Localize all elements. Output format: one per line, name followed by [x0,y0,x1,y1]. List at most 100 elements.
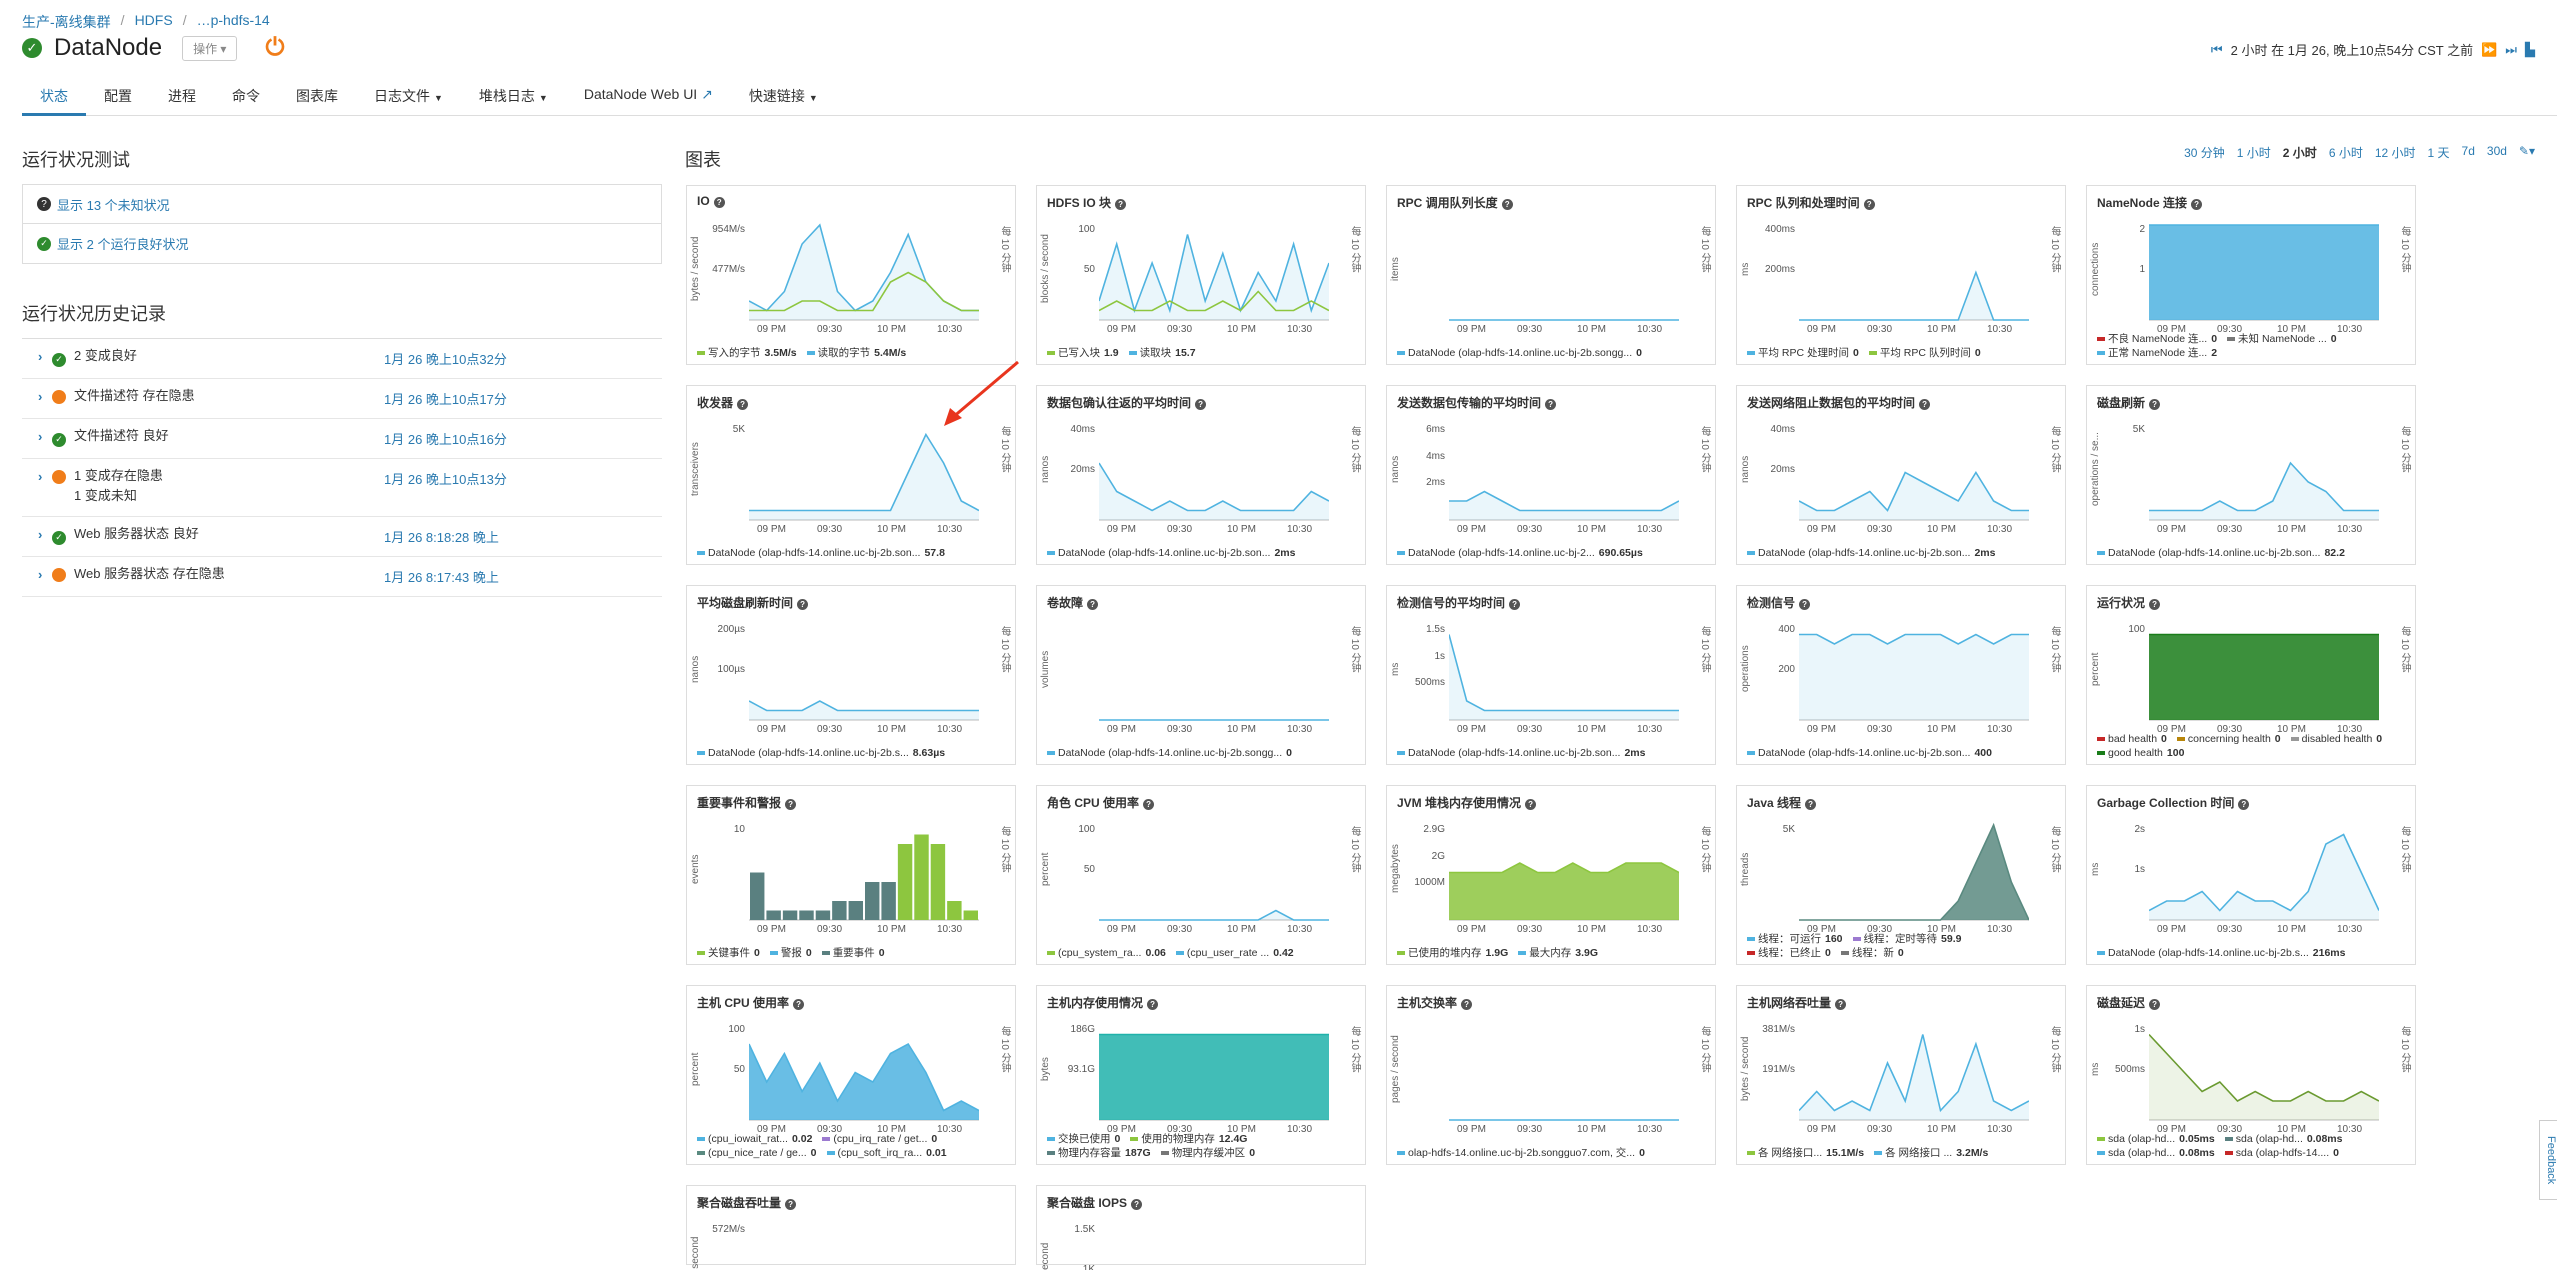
legend-item[interactable]: concerning health 0 [2176,732,2281,746]
legend-item[interactable]: 交换已使用 0 [1047,1132,1120,1146]
chart-card[interactable]: 收发器? transceivers 每 10 分钟 5K 09 PM 09:30 10 PM… [686,385,1016,565]
legend-item[interactable]: DataNode (olap-hdfs-14.online.uc-bj-2b.s… [1047,546,1295,560]
legend-item[interactable]: DataNode (olap-hdfs-14.online.uc-bj-2b.s… [1747,746,1992,760]
legend-item[interactable]: 读取的字节 5.4M/s [806,346,906,360]
legend-item[interactable]: sda (olap-hd... 0.05ms [2097,1132,2215,1146]
legend-item[interactable]: 重要事件 0 [821,946,885,960]
help-icon[interactable]: ? [2149,999,2161,1010]
legend-item[interactable]: 各 网络接口 ... 3.2M/s [1874,1146,1988,1160]
tab-config[interactable]: 配置 [104,88,132,104]
expand-chevron-icon[interactable]: › [38,349,43,364]
help-icon[interactable]: ? [1525,799,1537,810]
history-row[interactable]: › 文件描述符 存在隐患 1月 26 晚上10点17分 [22,379,662,419]
history-row[interactable]: › ✓ 2 变成良好 1月 26 晚上10点32分 [22,339,662,379]
legend-item[interactable]: 线程：定时等待 59.9 [1852,932,1961,946]
legend-item[interactable]: (cpu_iowait_rat... 0.02 [697,1132,812,1146]
tab-processes[interactable]: 进程 [168,88,196,104]
range-option[interactable]: 1 天 [2427,146,2450,160]
feedback-tab[interactable]: Feedback [2539,1120,2557,1200]
legend-item[interactable]: 物理内存容量 187G [1047,1146,1151,1160]
range-option[interactable]: 30d [2486,144,2507,158]
chart-card[interactable]: 重要事件和警报? events 每 10 分钟 10 09 PM 09:30 10 PM 10… [686,785,1016,965]
legend-item[interactable]: olap-hdfs-14.online.uc-bj-2b.songguo7.co… [1397,1146,1645,1160]
help-icon[interactable]: ? [793,999,805,1010]
chart-card[interactable]: JVM 堆栈内存使用情况? megabytes 每 10 分钟 2.9G 2G 1000M… [1386,785,1716,965]
legend-item[interactable]: DataNode (olap-hdfs-14.online.uc-bj-2b.s… [1397,346,1642,360]
chart-card[interactable]: 检测信号的平均时间? ms 每 10 分钟 1.5s 1s 500ms 09 PM 09:30… [1386,585,1716,765]
help-icon[interactable]: ? [1805,799,1817,810]
actions-dropdown-button[interactable]: 操作 ▾ [182,35,238,61]
show-good-link[interactable]: ✓ 显示 2 个运行良好状况 [22,224,662,264]
edit-range-icon[interactable]: ✎▾ [2518,144,2535,158]
history-row[interactable]: › ✓ Web 服务器状态 良好 1月 26 8:18:28 晚上 [22,517,662,557]
legend-item[interactable]: 正常 NameNode 连... 2 [2097,346,2217,360]
tab-chart-library[interactable]: 图表库 [296,88,338,104]
range-option[interactable]: 1 小时 [2236,146,2271,160]
help-icon[interactable]: ? [1195,399,1207,410]
chart-card[interactable]: 磁盘刷新? operations / se... 每 10 分钟 5K 09 PM 09:… [2086,385,2416,565]
help-icon[interactable]: ? [1461,999,1473,1010]
help-icon[interactable]: ? [1087,599,1099,610]
legend-item[interactable]: (cpu_nice_rate / ge... 0 [697,1146,817,1160]
chart-card[interactable]: 检测信号? operations 每 10 分钟 400 200 09 PM 09:30 10… [1736,585,2066,765]
history-time-link[interactable]: 1月 26 晚上10点17分 [384,392,507,407]
chart-card[interactable]: IO? bytes / second 每 10 分钟 954M/s 477M/s 09 P… [686,185,1016,365]
legend-item[interactable]: 关键事件 0 [697,946,760,960]
forward-icon[interactable]: ⏩ [2481,41,2498,57]
legend-item[interactable]: bad health 0 [2097,732,2167,746]
chart-card[interactable]: 磁盘延迟? ms 每 10 分钟 1s 500ms 09 PM 09:30 10 PM 10:3… [2086,985,2416,1165]
chart-card[interactable]: 平均磁盘刷新时间? nanos 每 10 分钟 200µs 100µs 09 PM 09:3… [686,585,1016,765]
chart-card[interactable]: 运行状况? percent 每 10 分钟 100 09 PM 09:30 10 PM 10:… [2086,585,2416,765]
history-time-link[interactable]: 1月 26 晚上10点16分 [384,432,507,447]
help-icon[interactable]: ? [2238,799,2250,810]
legend-item[interactable]: DataNode (olap-hdfs-14.online.uc-bj-2...… [1397,546,1643,560]
rewind-icon[interactable]: ⏮ [2210,41,2223,57]
chart-card[interactable]: 聚合磁盘吞吐量? bytes / second 572M/s [686,1185,1016,1270]
legend-item[interactable]: 线程：可运行 160 [1747,932,1843,946]
chart-card[interactable]: 卷故障? volumes 每 10 分钟 09 PM 09:30 10 PM 10:30 Da… [1036,585,1366,765]
chart-card[interactable]: 发送网络阻止数据包的平均时间? nanos 每 10 分钟 40ms 20ms 09 PM… [1736,385,2066,565]
history-time-link[interactable]: 1月 26 8:18:28 晚上 [384,530,499,545]
legend-item[interactable]: DataNode (olap-hdfs-14.online.uc-bj-2b.s… [1397,746,1645,760]
help-icon[interactable]: ? [1863,199,1875,210]
breadcrumb-service[interactable]: HDFS [134,12,173,28]
chart-card[interactable]: 数据包确认往返的平均时间? nanos 每 10 分钟 40ms 20ms 09 PM 09… [1036,385,1366,565]
help-icon[interactable]: ? [785,1199,797,1210]
tab-datanode-web-ui[interactable]: DataNode Web UI ↗ [583,86,713,102]
tab-quick-links[interactable]: 快速链接 ▼ [748,88,818,104]
chart-card[interactable]: RPC 队列和处理时间? ms 每 10 分钟 400ms 200ms 09 PM 09:3… [1736,185,2066,365]
legend-item[interactable]: sda (olap-hd... 0.08ms [2097,1146,2215,1160]
legend-item[interactable]: 线程：新 0 [1840,946,1904,960]
legend-item[interactable]: 警报 0 [769,946,812,960]
chart-card[interactable]: 主机内存使用情况? bytes 每 10 分钟 186G 93.1G 09 PM 09:30… [1036,985,1366,1165]
help-icon[interactable]: ? [1501,199,1513,210]
legend-item[interactable]: 使用的物理内存 12.4G [1130,1132,1247,1146]
chart-card[interactable]: Garbage Collection 时间? ms 每 10 分钟 2s 1s 09 PM… [2086,785,2416,965]
chart-card[interactable]: HDFS IO 块? blocks / second 每 10 分钟 100 50 09 … [1036,185,1366,365]
breadcrumb-cluster[interactable]: 生产-离线集群 [22,14,111,30]
tab-log-files[interactable]: 日志文件 ▼ [374,88,443,104]
chart-card[interactable]: 主机 CPU 使用率? percent 每 10 分钟 100 50 09 PM 09:30… [686,985,1016,1165]
help-icon[interactable]: ? [1509,599,1521,610]
chart-card[interactable]: 角色 CPU 使用率? percent 每 10 分钟 100 50 09 PM 09:30… [1036,785,1366,965]
legend-item[interactable]: 平均 RPC 处理时间 0 [1747,346,1859,360]
help-icon[interactable]: ? [1799,599,1811,610]
help-icon[interactable]: ? [1835,999,1847,1010]
history-time-link[interactable]: 1月 26 晚上10点13分 [384,472,507,487]
legend-item[interactable]: (cpu_soft_irq_ra... 0.01 [826,1146,947,1160]
legend-item[interactable]: 已写入块 1.9 [1047,346,1119,360]
expand-chevron-icon[interactable]: › [38,567,43,582]
chart-card[interactable]: 发送数据包传输的平均时间? nanos 每 10 分钟 6ms 4ms 2ms 09 PM 0… [1386,385,1716,565]
legend-item[interactable]: sda (olap-hdfs-14.... 0 [2224,1146,2339,1160]
help-icon[interactable]: ? [2191,199,2203,210]
help-icon[interactable]: ? [1147,999,1159,1010]
help-icon[interactable]: ? [737,399,749,410]
range-option[interactable]: 30 分钟 [2184,146,2225,160]
history-row[interactable]: › ✓ 文件描述符 良好 1月 26 晚上10点16分 [22,419,662,459]
chart-card[interactable]: Java 线程? threads 每 10 分钟 5K 09 PM 09:30 10 PM 1… [1736,785,2066,965]
chart-card[interactable]: 主机网络吞吐量? bytes / second 每 10 分钟 381M/s 191M/… [1736,985,2066,1165]
legend-item[interactable]: good health 100 [2097,746,2184,760]
legend-item[interactable]: 物理内存缓冲区 0 [1160,1146,1255,1160]
legend-item[interactable]: (cpu_user_rate ... 0.42 [1175,946,1294,960]
history-time-link[interactable]: 1月 26 8:17:43 晚上 [384,570,499,585]
